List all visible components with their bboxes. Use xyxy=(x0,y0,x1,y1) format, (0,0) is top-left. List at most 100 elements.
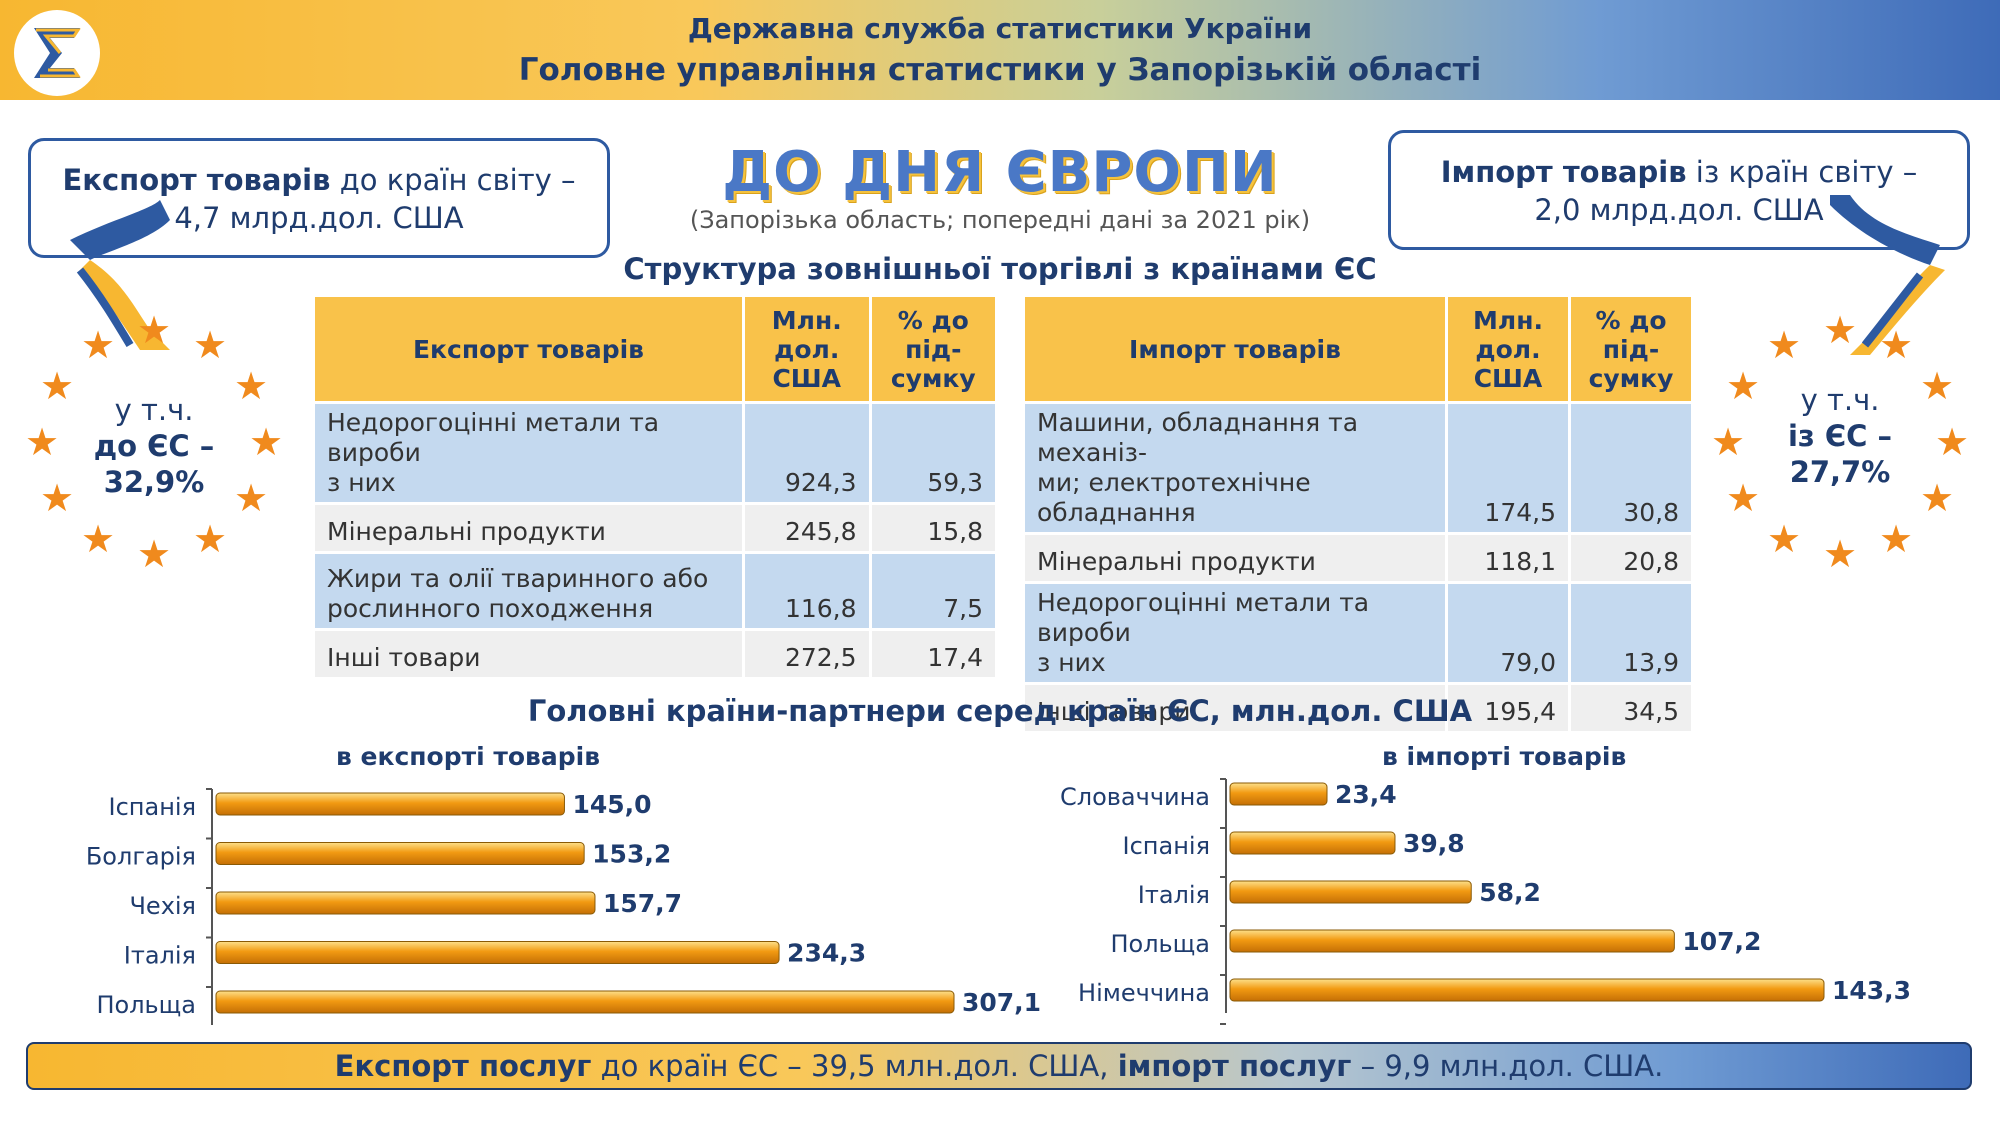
eu-export-text: у т.ч. до ЄС – 32,9% xyxy=(24,392,284,500)
row-value: 118,1 xyxy=(1448,535,1568,581)
star-icon: ★ xyxy=(80,323,116,367)
category-label: Іспанія xyxy=(109,793,196,821)
bar xyxy=(215,941,780,964)
bar xyxy=(215,990,955,1014)
table-row: Недорогоцінні метали та вироби з них 924,… xyxy=(315,404,995,502)
star-icon: ★ xyxy=(1822,308,1858,352)
row-value: 245,8 xyxy=(744,505,869,551)
services-summary-band: Експорт послуг до країн ЄС – 39,5 млн.до… xyxy=(26,1042,1972,1090)
data-label: 234,3 xyxy=(787,939,866,968)
star-icon: ★ xyxy=(1822,532,1858,576)
category-label: Чехія xyxy=(129,892,196,920)
data-label: 39,8 xyxy=(1403,829,1465,858)
data-label: 143,3 xyxy=(1832,976,1911,1005)
category-label: Польща xyxy=(96,991,196,1019)
row-name: Інші товари xyxy=(315,631,742,677)
table-row: Мінеральні продукти 245,8 15,8 xyxy=(315,505,995,551)
col-header-pct-l1: % до xyxy=(897,305,969,335)
table-row: Інші товари 272,5 17,4 xyxy=(315,631,995,677)
col-header-goods-text: Експорт товарів xyxy=(412,334,644,364)
row-pct: 34,5 xyxy=(1571,685,1691,731)
row-value: 195,4 xyxy=(1448,685,1568,731)
col-header-value-l1: Млн. xyxy=(771,305,842,335)
bar xyxy=(215,792,565,816)
col-header-value: Млн. дол. США xyxy=(744,297,869,401)
category-label: Італія xyxy=(124,942,196,970)
bar xyxy=(1229,929,1675,953)
row-pct: 7,5 xyxy=(871,554,995,628)
services-import-text: – 9,9 млн.дол. США. xyxy=(1351,1049,1664,1083)
row-name-line1: Інші товари xyxy=(1037,697,1191,726)
star-icon: ★ xyxy=(1725,364,1761,408)
page-subtitle: (Запорізька область; попередні дані за 2… xyxy=(689,206,1311,234)
star-icon: ★ xyxy=(192,516,228,561)
bar xyxy=(1229,978,1825,1002)
star-icon: ★ xyxy=(192,323,228,367)
export-total-line1: Експорт товарів до країн світу – xyxy=(31,161,607,199)
eu-export-line1: у т.ч. xyxy=(114,393,194,427)
export-total-box: Експорт товарів до країн світу – 4,7 млр… xyxy=(28,138,610,258)
star-icon: ★ xyxy=(39,364,75,408)
export-chart-title: в експорті товарів xyxy=(336,742,601,771)
col-header-pct: % до під- сумку xyxy=(871,297,995,401)
col-header-pct-l2: під- xyxy=(905,334,962,364)
row-name-line1: Жири та олії тваринного або xyxy=(327,564,709,593)
table-row: Жири та олії тваринного або рослинного по… xyxy=(315,554,995,628)
eu-export-share: ★ ★ ★ ★ ★ ★ ★ ★ ★ ★ ★ ★ у т.ч. до ЄС – 32,9% xyxy=(24,308,284,576)
table-row: Недорогоцінні метали та вироби з них 79,0… xyxy=(1025,584,1691,682)
header-department: Головне управління статистики у Запорізь… xyxy=(518,52,1482,88)
table-header-row: Імпорт товарів Млн. дол. США % до під- с… xyxy=(1025,297,1691,401)
data-label: 307,1 xyxy=(962,988,1041,1017)
col-header-value-l2: дол. xyxy=(774,334,840,364)
import-total-line1: Імпорт товарів із країн світу – xyxy=(1391,153,1967,191)
data-label: 58,2 xyxy=(1479,878,1541,907)
import-partners-chart: Словаччина 23,4 Іспанія 39,8 Італія 58,2 Польщ… xyxy=(1060,778,1911,1025)
eu-import-line2: із ЄС – xyxy=(1787,419,1893,453)
table-row: Інші товари 195,4 34,5 xyxy=(1025,685,1691,731)
col-header-pct-l3: сумку xyxy=(890,363,976,393)
row-name-line2: ми; електротехнічне обладнання xyxy=(1037,468,1311,527)
col-header-value-l3: США xyxy=(1473,363,1543,393)
row-pct: 30,8 xyxy=(1571,404,1691,532)
bar xyxy=(1229,880,1472,904)
star-icon: ★ xyxy=(24,420,60,464)
page-title: ДО ДНЯ ЄВРОПИ xyxy=(722,140,1278,205)
ribbon-right-icon xyxy=(1830,195,1945,355)
data-label: 153,2 xyxy=(592,840,671,869)
row-name-line1: Інші товари xyxy=(327,643,481,672)
row-name: Мінеральні продукти xyxy=(315,505,742,551)
row-name: Жири та олії тваринного або рослинного по… xyxy=(315,554,742,628)
row-name-line2: з них xyxy=(1037,648,1106,677)
row-pct: 17,4 xyxy=(871,631,995,677)
col-header-pct: % до під- сумку xyxy=(1571,297,1691,401)
star-icon: ★ xyxy=(136,308,172,352)
star-icon: ★ xyxy=(1878,516,1914,561)
row-name: Інші товари xyxy=(1025,685,1445,731)
data-label: 107,2 xyxy=(1682,927,1761,956)
data-label: 145,0 xyxy=(572,790,651,819)
star-icon: ★ xyxy=(233,476,269,520)
data-label: 23,4 xyxy=(1335,780,1397,809)
row-name-line1: Машини, обладнання та механіз- xyxy=(1037,408,1359,467)
col-header-value-l1: Млн. xyxy=(1473,305,1543,335)
import-total-bold: Імпорт товарів xyxy=(1440,155,1687,189)
row-value: 116,8 xyxy=(744,554,869,628)
col-header-goods-text: Імпорт товарів xyxy=(1129,334,1341,364)
row-name-line2: рослинного походження xyxy=(327,594,654,623)
star-icon: ★ xyxy=(1766,323,1802,367)
export-partners-chart: Іспанія 145,0 Болгарія 153,2 Чехія 157,7 Італі… xyxy=(86,788,1041,1025)
star-icon: ★ xyxy=(136,532,172,576)
header-agency: Державна служба статистики України xyxy=(687,12,1313,45)
star-icon: ★ xyxy=(1919,476,1955,520)
star-icon: ★ xyxy=(39,476,75,520)
import-chart-title: в імпорті товарів xyxy=(1382,742,1627,771)
star-icon: ★ xyxy=(1878,323,1914,367)
export-total-bold: Експорт товарів xyxy=(62,163,331,197)
services-export-label: Експорт послуг xyxy=(334,1049,592,1083)
col-header-value: Млн. дол. США xyxy=(1448,297,1568,401)
star-icon: ★ xyxy=(1919,364,1955,408)
col-header-pct-l2: під- xyxy=(1602,334,1660,364)
structure-title: Структура зовнішньої торгівлі з країнами… xyxy=(623,252,1377,286)
bar xyxy=(215,891,596,915)
row-name: Недорогоцінні метали та вироби з них xyxy=(1025,584,1445,682)
